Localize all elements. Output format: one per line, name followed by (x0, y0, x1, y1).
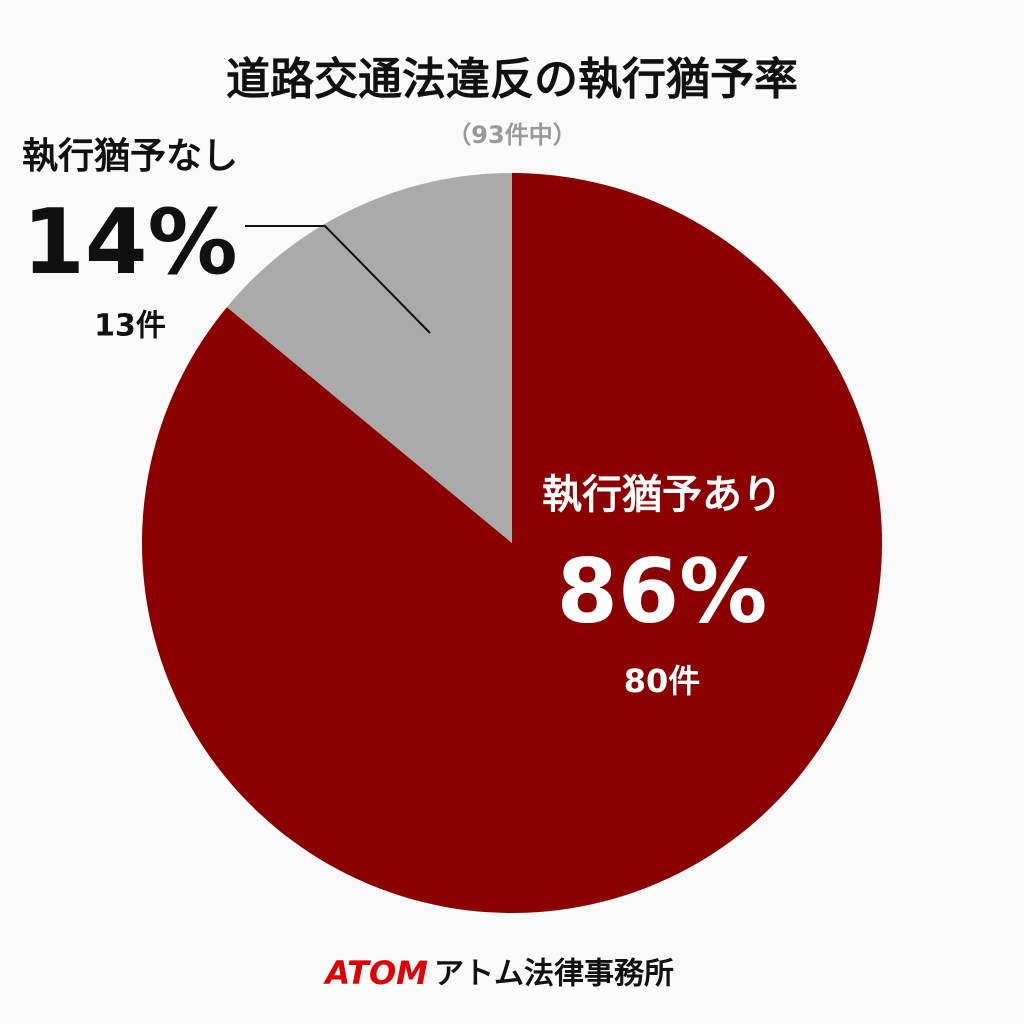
chart-title: 道路交通法違反の執行猶予率 (226, 54, 798, 105)
slice-label: 執行猶予なし (22, 136, 238, 177)
leader-line (245, 225, 431, 334)
pie (142, 173, 883, 914)
footer-brand: ATOM (322, 954, 428, 992)
slice-label: 執行猶予あり (542, 472, 782, 518)
chart-subtitle: （93件中） (447, 121, 576, 149)
pie-slice (142, 173, 883, 914)
footer: ATOM アトム法律事務所 (322, 954, 674, 992)
slice-percent: 86% (557, 540, 768, 643)
slice-percent: 14% (22, 190, 237, 295)
footer-name: アトム法律事務所 (434, 957, 674, 992)
pie-slice (226, 173, 512, 543)
slice-count: 13件 (94, 309, 166, 344)
slice-count: 80件 (624, 662, 701, 700)
